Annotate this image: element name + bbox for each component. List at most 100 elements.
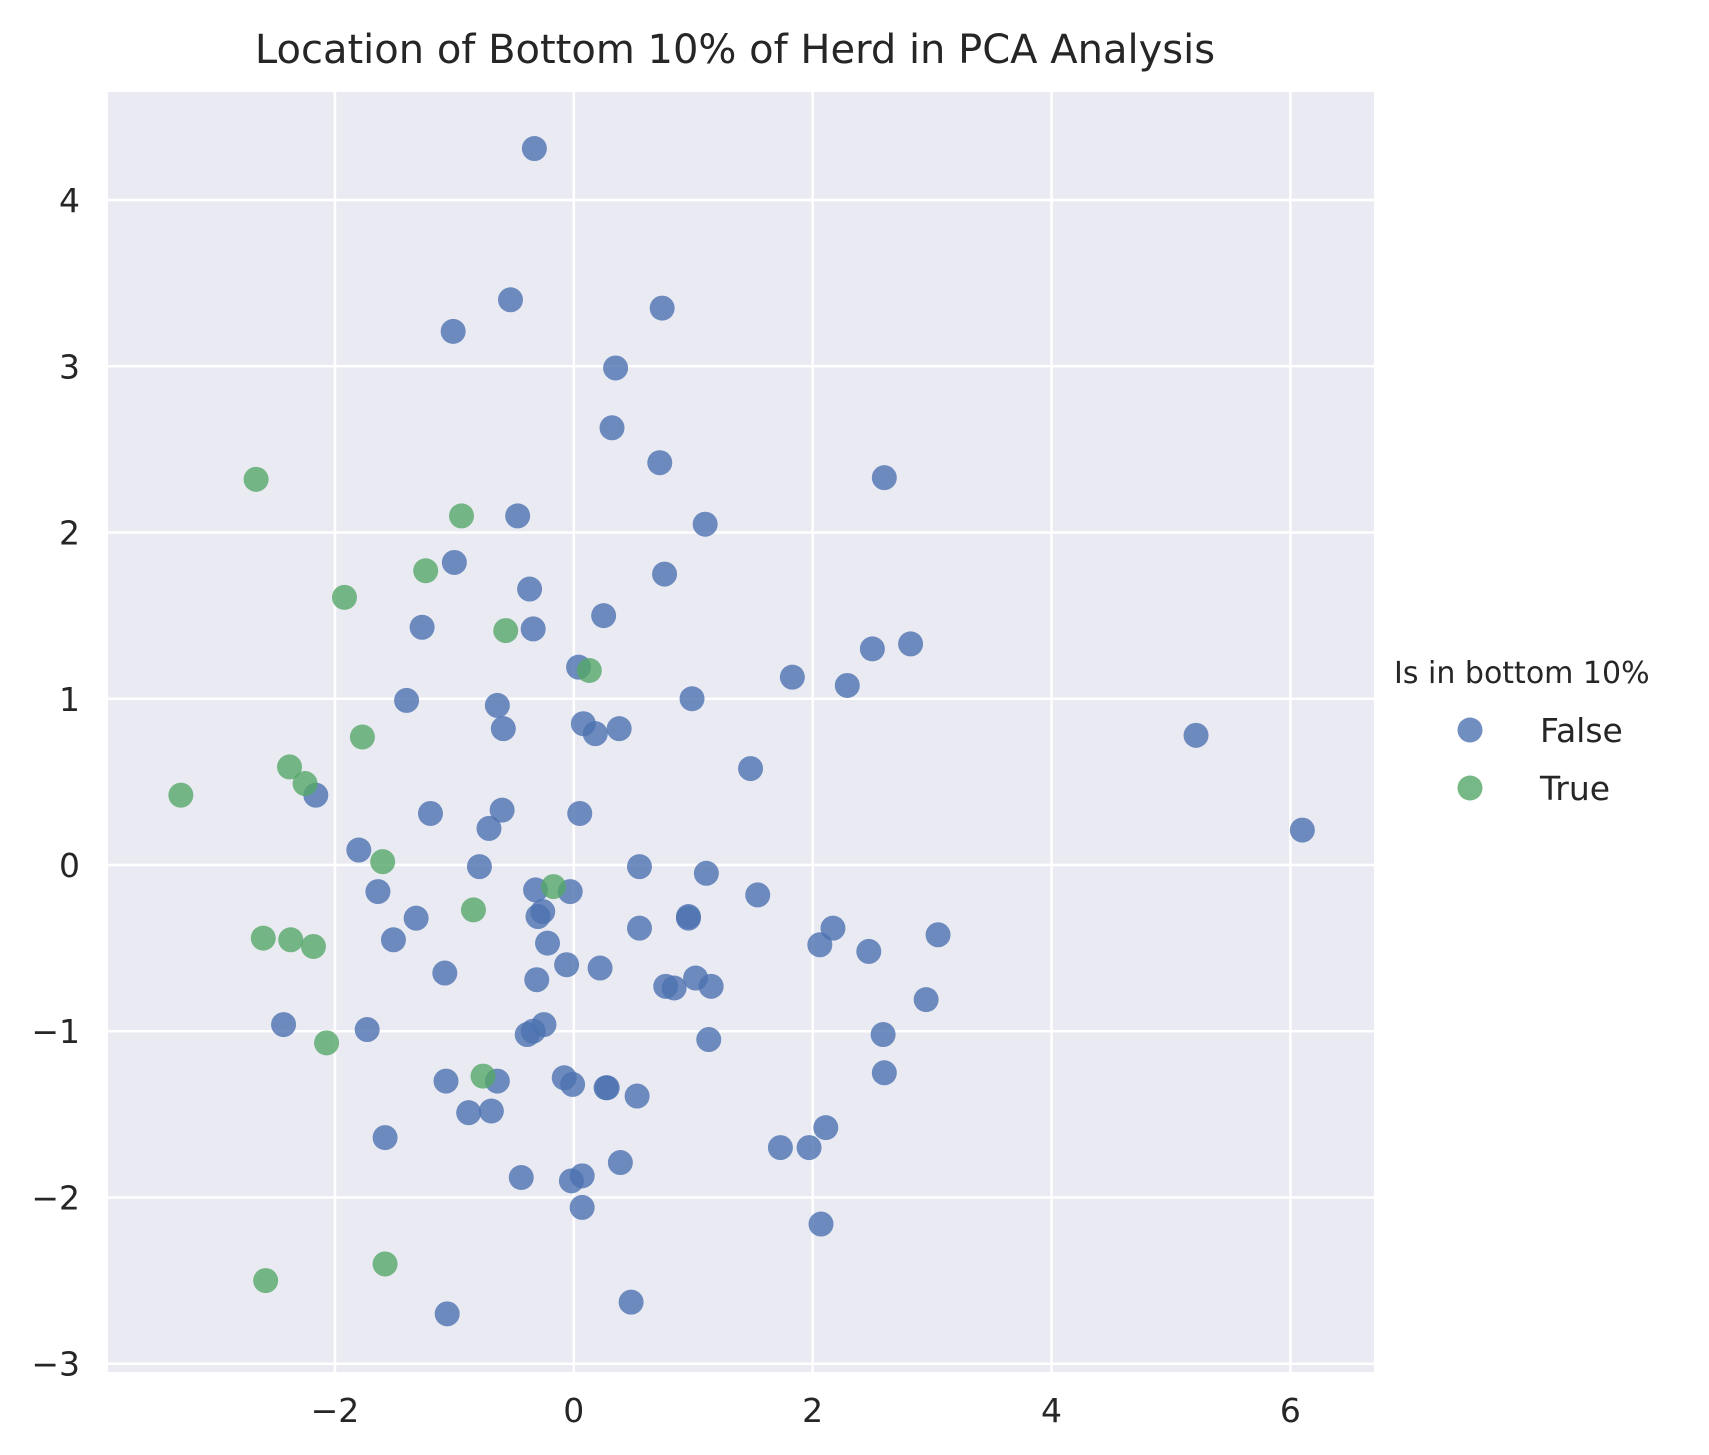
data-point bbox=[417, 800, 443, 826]
data-point bbox=[490, 716, 516, 742]
data-point bbox=[870, 1022, 896, 1048]
data-point bbox=[540, 874, 566, 900]
data-point bbox=[525, 904, 551, 930]
y-tick-label: 1 bbox=[59, 680, 80, 719]
data-point bbox=[484, 692, 510, 718]
data-point bbox=[603, 355, 629, 381]
data-point bbox=[898, 631, 924, 657]
data-point bbox=[365, 879, 391, 905]
data-point bbox=[624, 1083, 650, 1109]
data-point bbox=[576, 657, 602, 683]
data-point bbox=[813, 1115, 839, 1141]
data-point bbox=[250, 925, 276, 951]
data-point bbox=[626, 854, 652, 880]
data-point bbox=[476, 815, 502, 841]
data-point bbox=[456, 1100, 482, 1126]
y-tick-label: 2 bbox=[59, 514, 80, 553]
data-point bbox=[594, 1075, 620, 1101]
data-point bbox=[497, 287, 523, 313]
data-points bbox=[168, 136, 1315, 1327]
data-point bbox=[652, 561, 678, 587]
y-axis-ticks: −3 −2 −1 0 1 2 3 4 bbox=[31, 181, 80, 1384]
data-point bbox=[871, 1060, 897, 1086]
data-point bbox=[535, 930, 561, 956]
legend-marker bbox=[1457, 775, 1483, 801]
data-point bbox=[649, 295, 675, 321]
data-point bbox=[925, 922, 951, 948]
data-point bbox=[433, 1068, 459, 1094]
data-point bbox=[524, 967, 550, 993]
x-tick-label: 2 bbox=[802, 1391, 823, 1430]
data-point bbox=[470, 1063, 496, 1089]
data-point bbox=[346, 837, 372, 863]
legend-label: False bbox=[1540, 711, 1623, 750]
y-tick-label: 4 bbox=[59, 181, 80, 220]
data-point bbox=[607, 1150, 633, 1176]
data-point bbox=[779, 664, 805, 690]
data-point bbox=[1289, 817, 1315, 843]
data-point bbox=[675, 905, 701, 931]
data-point bbox=[692, 511, 718, 537]
data-point bbox=[808, 1211, 834, 1237]
data-point bbox=[856, 938, 882, 964]
data-point bbox=[514, 1022, 540, 1048]
data-point bbox=[243, 466, 269, 492]
data-point bbox=[567, 800, 593, 826]
data-point bbox=[331, 584, 357, 610]
data-point bbox=[394, 687, 420, 713]
data-point bbox=[796, 1135, 822, 1161]
data-point bbox=[441, 549, 467, 575]
data-point bbox=[449, 503, 475, 529]
y-tick-label: −2 bbox=[31, 1178, 80, 1217]
data-point bbox=[618, 1289, 644, 1315]
data-point bbox=[582, 721, 608, 747]
series-true bbox=[168, 466, 602, 1294]
y-tick-label: 0 bbox=[59, 846, 80, 885]
data-point bbox=[372, 1125, 398, 1151]
legend: Is in bottom 10% False True bbox=[1394, 656, 1650, 808]
data-point bbox=[698, 973, 724, 999]
data-point bbox=[834, 672, 860, 698]
data-point bbox=[521, 136, 547, 162]
plot-area bbox=[108, 92, 1374, 1372]
data-point bbox=[693, 860, 719, 886]
data-point bbox=[517, 576, 543, 602]
data-point bbox=[493, 618, 519, 644]
data-point bbox=[349, 724, 375, 750]
y-tick-label: 3 bbox=[59, 347, 80, 386]
data-point bbox=[738, 756, 764, 782]
data-point bbox=[508, 1165, 534, 1191]
x-tick-label: 0 bbox=[563, 1391, 584, 1430]
data-point bbox=[554, 952, 580, 978]
data-point bbox=[432, 960, 458, 986]
y-tick-label: −1 bbox=[31, 1012, 80, 1051]
legend-marker bbox=[1457, 717, 1483, 743]
data-point bbox=[277, 754, 303, 780]
data-point bbox=[767, 1135, 793, 1161]
data-point bbox=[253, 1268, 279, 1294]
legend-item-false: False bbox=[1457, 711, 1623, 750]
data-point bbox=[380, 927, 406, 953]
data-point bbox=[466, 854, 492, 880]
data-point bbox=[569, 1163, 595, 1189]
data-point bbox=[434, 1301, 460, 1327]
data-point bbox=[587, 955, 613, 981]
legend-label: True bbox=[1539, 769, 1610, 808]
data-point bbox=[599, 415, 625, 441]
data-point bbox=[409, 614, 435, 640]
x-axis-ticks: −2 0 2 4 6 bbox=[311, 1391, 1301, 1430]
data-point bbox=[569, 1194, 595, 1220]
data-point bbox=[460, 897, 486, 923]
data-point bbox=[520, 616, 546, 642]
legend-items: False True bbox=[1457, 711, 1623, 808]
data-point bbox=[300, 933, 326, 959]
data-point bbox=[591, 603, 617, 629]
data-point bbox=[413, 558, 439, 584]
data-point bbox=[679, 686, 705, 712]
data-point bbox=[478, 1098, 504, 1124]
legend-item-true: True bbox=[1457, 769, 1610, 808]
data-point bbox=[696, 1027, 722, 1053]
y-tick-label: −3 bbox=[31, 1345, 80, 1384]
data-point bbox=[606, 716, 632, 742]
